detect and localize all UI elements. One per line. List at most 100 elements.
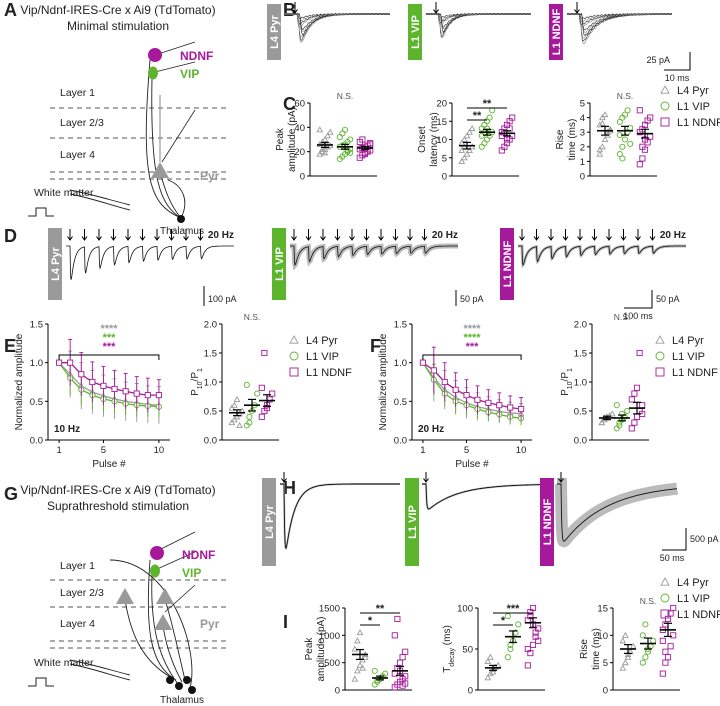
stim-arrow	[649, 229, 656, 241]
marker	[351, 675, 359, 682]
legend-marker	[289, 367, 299, 377]
y-axis-label: latency (ms)	[429, 112, 440, 166]
stim-arrow	[305, 229, 312, 241]
marker	[402, 680, 409, 687]
stim-arrow	[392, 229, 399, 241]
recording-pipette	[161, 109, 196, 163]
label-part: Rise	[579, 639, 590, 659]
marker	[326, 128, 334, 135]
marker	[89, 378, 96, 386]
y-axis-label: Rise	[555, 129, 566, 149]
trace	[290, 245, 458, 266]
legend-label: L1 VIP	[677, 101, 710, 113]
marker	[396, 659, 404, 666]
layer-label: Layer 4	[60, 618, 95, 630]
marker	[636, 161, 643, 168]
significance-bracket	[422, 354, 522, 360]
trace-band	[290, 243, 458, 271]
y-tick-label: 1.0	[30, 358, 43, 369]
y-tick-label: 2.0	[574, 320, 587, 331]
marker	[527, 613, 534, 620]
scale-label: 25 pA	[646, 55, 670, 65]
y-axis-label: P10/P1	[560, 368, 574, 396]
marker	[616, 151, 623, 158]
marker	[639, 659, 646, 666]
stim-arrow	[407, 229, 413, 241]
cell-label: L1 NDNF	[551, 9, 563, 56]
layer-label: Layer 1	[60, 87, 95, 99]
marker	[133, 390, 140, 397]
marker	[529, 641, 537, 648]
marker	[458, 157, 466, 164]
ndnf-cell	[150, 546, 164, 560]
marker	[662, 648, 669, 655]
marker	[254, 390, 261, 397]
legend-marker	[289, 351, 299, 361]
marker	[478, 125, 485, 132]
scale-label: 10 ms	[665, 73, 690, 83]
y-tick-label: 0	[468, 686, 473, 697]
stim-arrow	[197, 229, 204, 241]
series-line	[59, 362, 159, 396]
y-tick-label: 5	[603, 658, 608, 669]
panel-letter: E	[4, 336, 16, 356]
y-tick-label: 0.0	[30, 436, 43, 447]
label-part: 1	[197, 368, 204, 372]
marker	[463, 392, 470, 399]
label-part: /P	[190, 372, 201, 382]
marker	[616, 422, 623, 429]
marker	[616, 118, 623, 126]
label-part: Peak	[304, 637, 315, 661]
significance: **	[376, 603, 385, 615]
marker	[359, 664, 366, 671]
marker	[391, 632, 398, 639]
stim-arrow	[139, 229, 146, 241]
legend-label: L1 NDNF	[306, 367, 352, 379]
marker	[601, 135, 609, 143]
stim-electrode	[69, 659, 131, 681]
stim-arrow	[334, 229, 341, 241]
cell-label: L1 VIP	[274, 247, 286, 281]
label-part: decay	[449, 648, 456, 667]
y-axis-label: Tdecay (ms)	[442, 625, 456, 673]
label-part: amplitude (pA)	[287, 107, 298, 172]
marker	[258, 384, 265, 391]
marker	[359, 136, 366, 143]
stim-arrow	[281, 472, 287, 483]
scale-label: 50 pA	[656, 294, 680, 304]
y-tick-label: 2	[580, 142, 585, 153]
marker	[233, 395, 241, 402]
y-axis-label: time (ms)	[591, 628, 602, 670]
significance: ***	[507, 603, 521, 615]
marker	[481, 121, 488, 128]
marker	[647, 114, 654, 121]
marker	[468, 143, 476, 150]
x-tick-label: 1	[420, 445, 425, 456]
marker	[627, 140, 634, 147]
trace	[422, 483, 542, 510]
y-tick-label: 50	[462, 645, 473, 656]
legend-label: L1 VIP	[306, 351, 339, 363]
panel-letter: F	[370, 336, 381, 356]
diagram-subtitle: Suprathreshold stimulation	[47, 499, 189, 513]
marker	[507, 645, 514, 653]
marker	[324, 143, 331, 150]
marker	[639, 143, 646, 150]
legend-marker	[660, 117, 670, 127]
stim-arrow	[349, 229, 355, 241]
scale-label: 500 pA	[690, 534, 719, 544]
marker	[356, 661, 364, 668]
marker	[639, 155, 646, 162]
marker	[496, 402, 503, 409]
marker	[122, 388, 129, 395]
trace	[280, 483, 400, 550]
series-line	[58, 362, 159, 408]
series-line	[422, 362, 522, 419]
marker	[341, 126, 349, 133]
legend-label: L4 Pyr	[677, 577, 709, 589]
label-part: time (ms)	[567, 119, 578, 161]
y-axis-label: Rise	[579, 639, 590, 659]
trace	[566, 13, 672, 36]
y-axis-label: amplitude (pA)	[287, 107, 298, 172]
x-tick-label: 10	[154, 445, 165, 456]
